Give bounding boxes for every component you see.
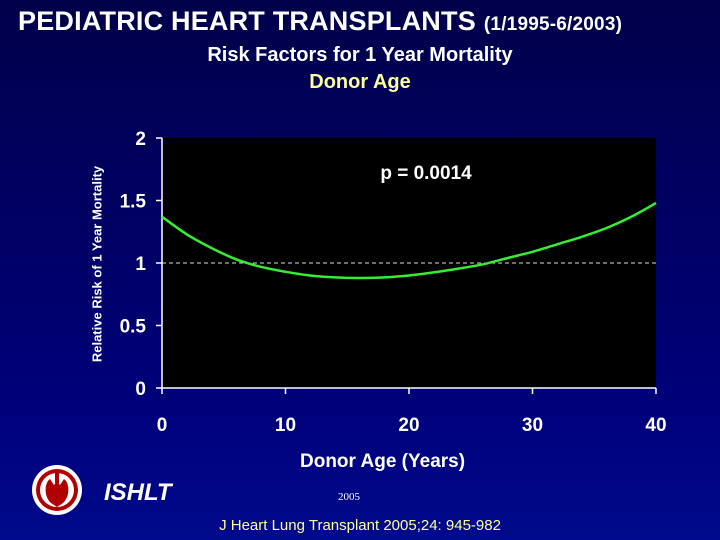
- chart-subtitle: Risk Factors for 1 Year Mortality: [207, 44, 513, 66]
- page-title: PEDIATRIC HEART TRANSPLANTS (1/1995-6/200…: [18, 6, 622, 37]
- org-label: ISHLT: [104, 479, 172, 506]
- title-text: PEDIATRIC HEART TRANSPLANTS: [18, 6, 476, 36]
- x-tick-label: 20: [398, 415, 419, 436]
- chart-subtitle-variable: Donor Age: [309, 71, 411, 93]
- x-tick-label: 40: [645, 415, 666, 436]
- y-tick-label: 1: [135, 254, 146, 275]
- x-axis-title: Donor Age (Years): [300, 451, 466, 472]
- y-tick-label: 1.5: [120, 192, 147, 213]
- citation: J Heart Lung Transplant 2005;24: 945-982: [219, 517, 501, 534]
- y-tick-label: 0: [135, 379, 146, 400]
- x-tick-label: 30: [522, 415, 543, 436]
- y-tick-label: 2: [135, 129, 146, 150]
- title-date-range: (1/1995-6/2003): [483, 14, 623, 35]
- p-value-annotation: p = 0.0014: [380, 163, 472, 184]
- y-tick-label: 0.5: [120, 317, 147, 338]
- ishlt-logo-icon: [32, 465, 82, 515]
- x-tick-label: 0: [157, 415, 168, 436]
- year-label: 2005: [338, 491, 360, 503]
- x-tick-label: 10: [275, 415, 296, 436]
- risk-curve-line: [161, 201, 657, 280]
